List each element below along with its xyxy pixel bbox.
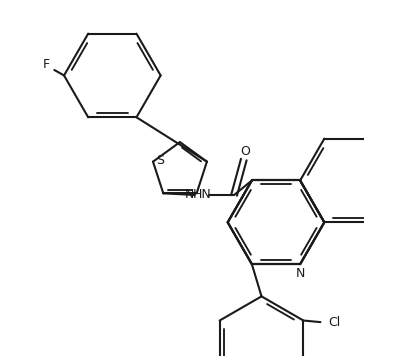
- Text: S: S: [156, 154, 164, 167]
- Text: Cl: Cl: [328, 316, 340, 329]
- Text: F: F: [43, 58, 50, 71]
- Text: N: N: [185, 188, 194, 201]
- Text: N: N: [296, 267, 305, 280]
- Text: HN: HN: [192, 188, 211, 201]
- Text: O: O: [241, 145, 250, 158]
